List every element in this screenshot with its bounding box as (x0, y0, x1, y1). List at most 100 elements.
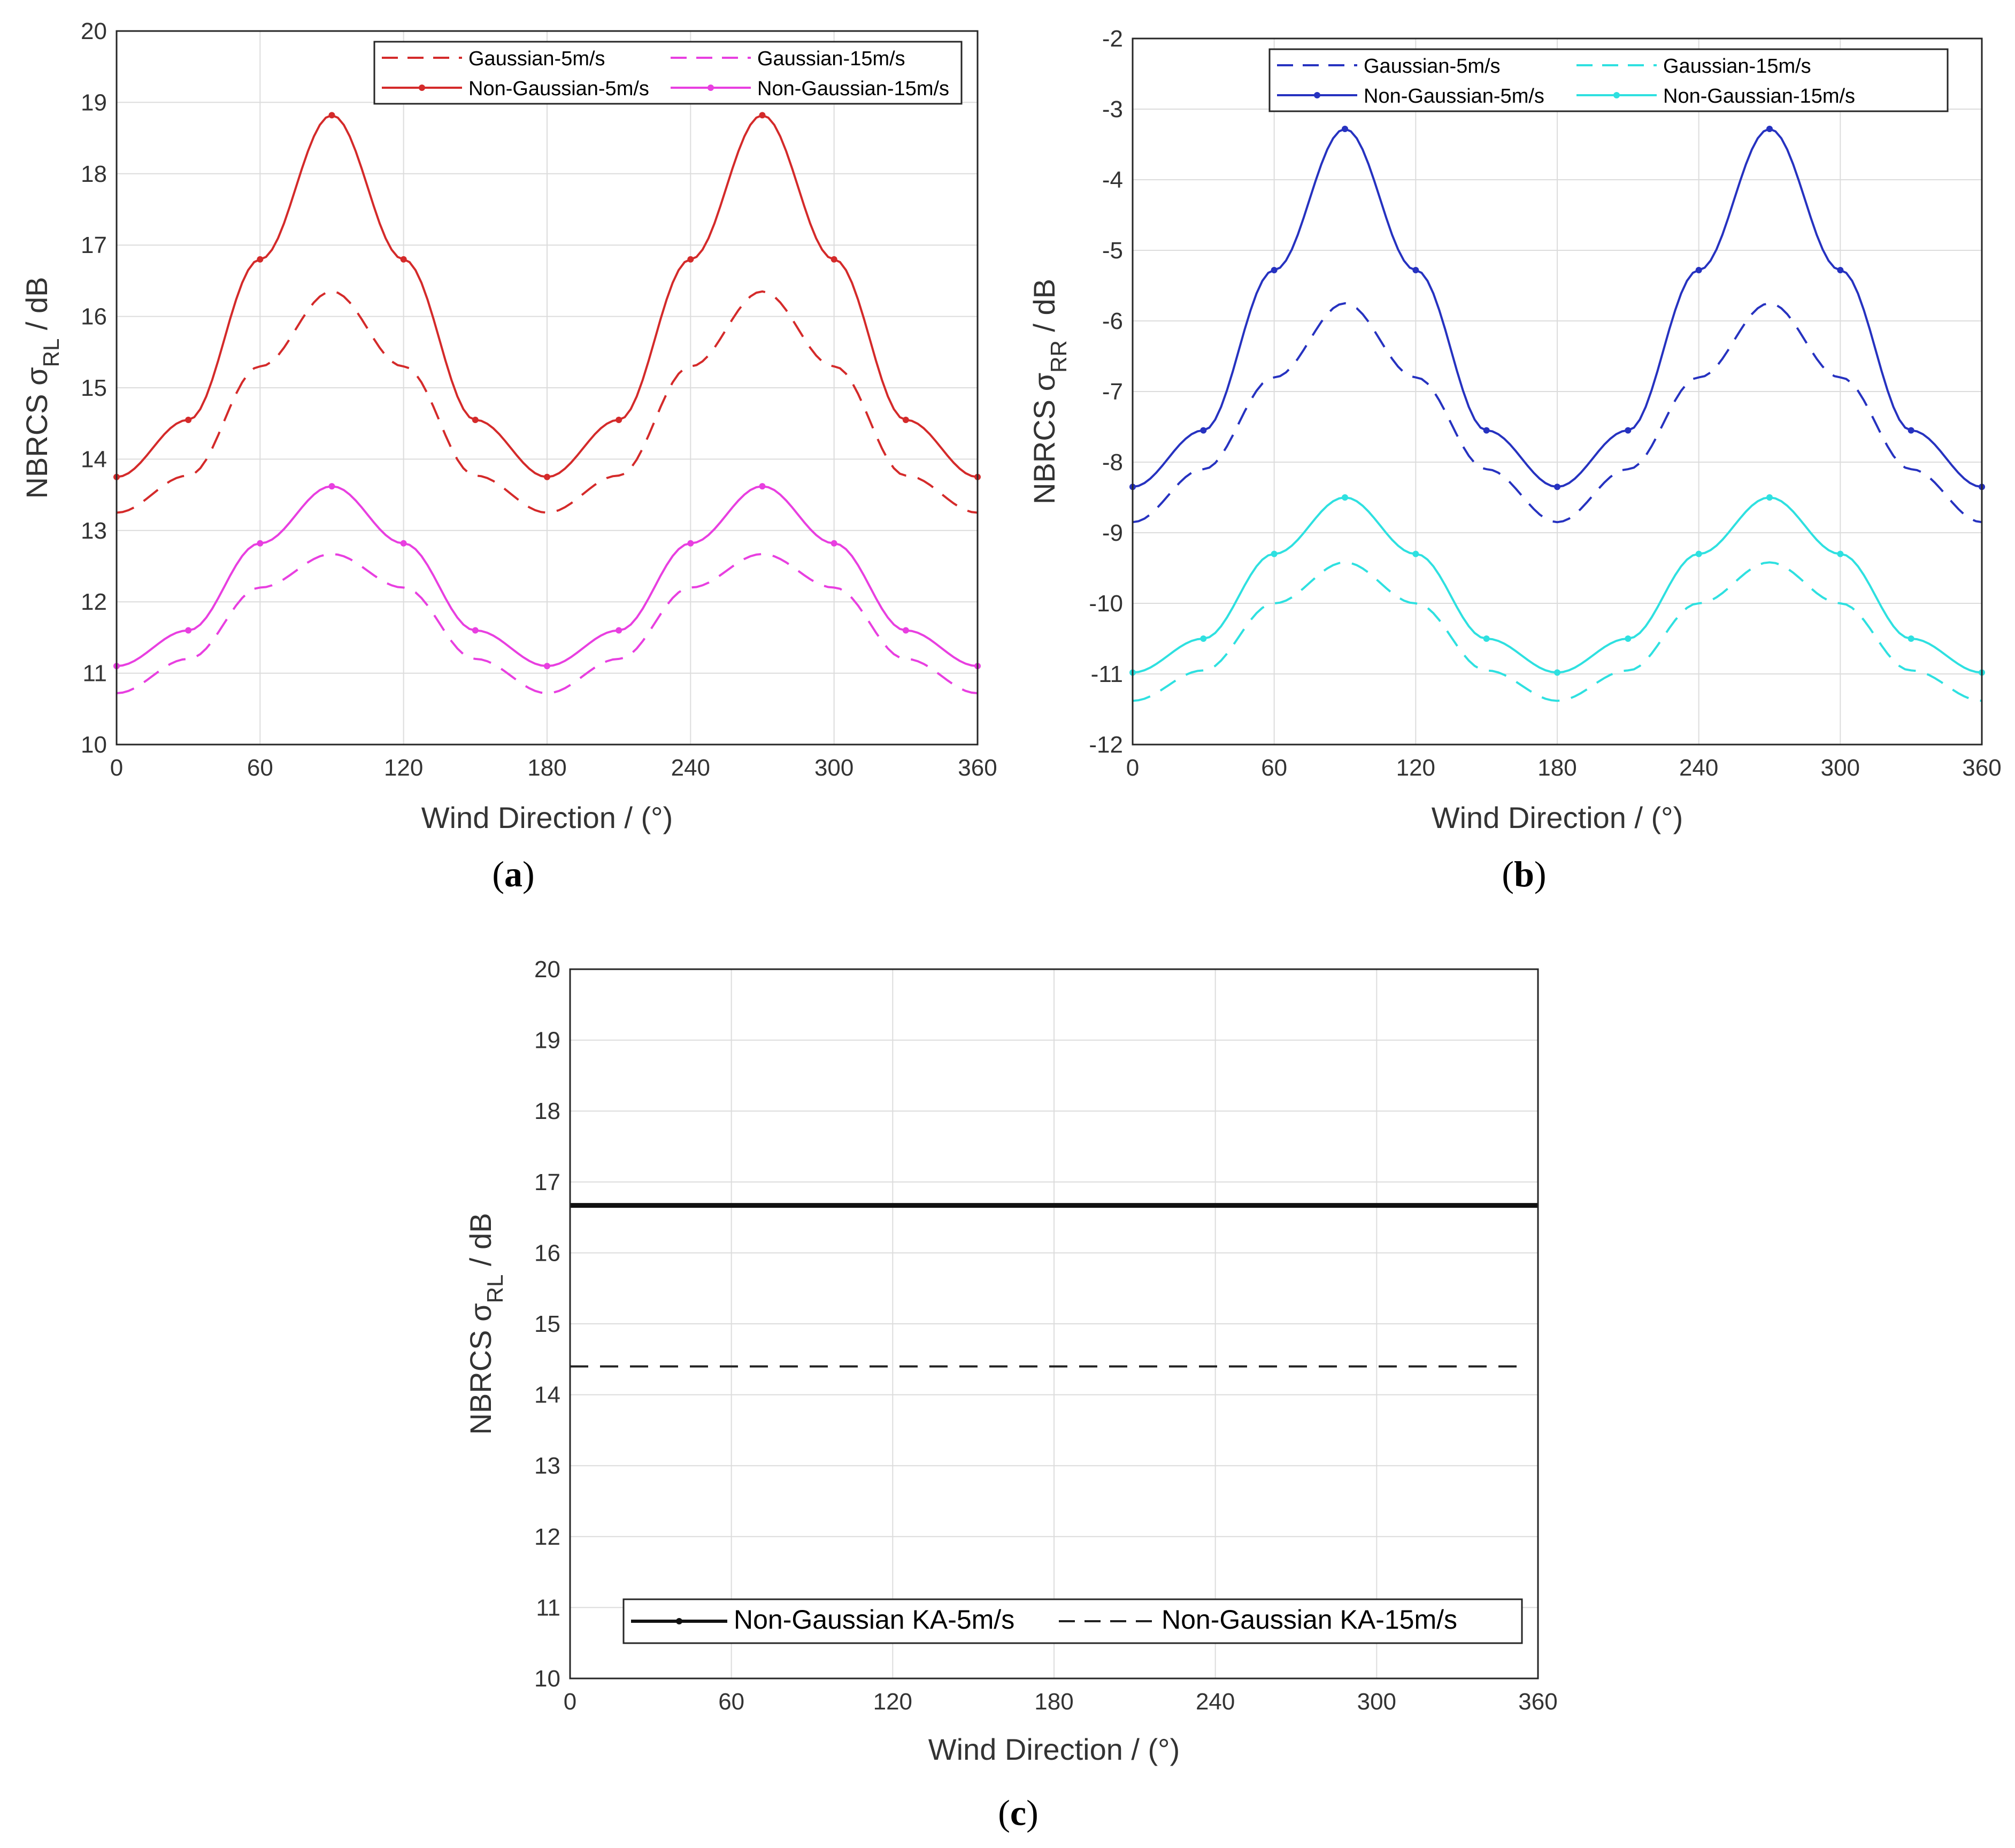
legend-b: Gaussian-5m/s Gaussian-15m/s Non-Gaussian-… (1268, 48, 1949, 112)
legend-c: Non-Gaussian KA-5m/s Non-Gaussian KA-15m/… (622, 1598, 1523, 1644)
x-tick-label: 300 (814, 755, 853, 781)
x-tick-label: 0 (1126, 755, 1139, 781)
data-point (1625, 635, 1632, 642)
plot-frame (116, 30, 979, 746)
legend-label: Non-Gaussian-15m/s (757, 78, 949, 100)
data-point (1342, 494, 1348, 501)
y-axis-label-unit: / dB (464, 1213, 497, 1274)
caption-a: (a) (492, 854, 535, 894)
data-point (1483, 427, 1490, 434)
plot-frame (1132, 37, 1983, 746)
y-tick-label: 18 (81, 161, 107, 187)
y-tick-label: 15 (534, 1311, 560, 1337)
data-point (1625, 427, 1632, 434)
y-axis-label: NBRCS σRR / dB (1027, 279, 1071, 504)
data-point (400, 540, 407, 547)
data-point (759, 483, 766, 490)
legend-label: Gaussian-15m/s (1663, 55, 1811, 78)
data-point (1271, 266, 1278, 273)
y-tick-label: -4 (1102, 167, 1123, 193)
legend-label: Non-Gaussian KA-5m/s (734, 1605, 1014, 1635)
y-axis-label-subscript: RL (39, 339, 64, 367)
y-tick-label: 18 (534, 1098, 560, 1124)
plot-frame (569, 968, 1539, 1680)
x-tick-label: 180 (1537, 755, 1576, 781)
x-tick-label: 240 (1679, 755, 1718, 781)
data-point (1342, 125, 1348, 132)
legend-label: Gaussian-15m/s (757, 48, 905, 70)
y-tick-label: 13 (81, 518, 107, 544)
y-tick-label: -12 (1089, 732, 1123, 758)
x-tick-label: 180 (527, 755, 566, 781)
y-tick-label: 11 (536, 1594, 560, 1621)
data-point (1554, 484, 1560, 490)
data-point (1412, 550, 1419, 557)
series-line (1132, 302, 1982, 524)
legend-label: Non-Gaussian-15m/s (1663, 85, 1855, 108)
y-tick-label: -8 (1102, 449, 1123, 476)
legend-a: Gaussian-5m/s Gaussian-15m/s Non-Gaussian-… (373, 41, 963, 105)
data-point (687, 256, 694, 263)
y-tick-label: 10 (534, 1666, 560, 1692)
series-Non-Gaussian-15m/s (113, 483, 981, 670)
x-tick-label: 60 (718, 1689, 744, 1715)
data-point (759, 112, 766, 119)
data-point (616, 417, 622, 424)
series-Gaussian-5m/s (1132, 302, 1982, 524)
y-tick-label: -6 (1102, 308, 1123, 334)
series-Non-Gaussian-5m/s (1129, 125, 1985, 490)
series-Gaussian-5m/s (116, 290, 978, 514)
legend-box (1268, 48, 1949, 112)
x-tick-label: 0 (110, 755, 123, 781)
y-tick-label: 16 (81, 304, 107, 330)
y-tick-label: -2 (1102, 26, 1123, 52)
y-tick-label: 13 (534, 1453, 560, 1479)
legend-box (373, 41, 963, 105)
data-point (400, 256, 407, 263)
y-tick-label: 20 (81, 18, 107, 44)
y-tick-label: 14 (81, 446, 107, 472)
grid-c (570, 969, 1539, 1679)
data-point (185, 417, 192, 424)
data-point (328, 483, 335, 490)
data-point (1412, 266, 1419, 273)
y-tick-label: 12 (81, 589, 107, 615)
y-axis-label-unit: / dB (20, 277, 53, 338)
x-tick-label: 60 (1261, 755, 1287, 781)
data-point (687, 540, 694, 547)
data-point (328, 112, 335, 119)
data-point (1908, 635, 1914, 642)
data-point (1695, 550, 1702, 557)
y-axis-label-main: NBRCS σ (464, 1303, 497, 1435)
chart-a: 0 60 120 180 240 300 360 10 11 12 13 14 15 16 17 18 19 20… (20, 18, 997, 834)
data-point (830, 256, 837, 263)
caption-c: (c) (998, 1792, 1039, 1833)
data-point (1271, 550, 1278, 557)
caption-b: (b) (1502, 854, 1547, 894)
series-line (116, 290, 978, 514)
x-axis-label: Wind Direction / (°) (421, 801, 673, 834)
y-axis-label-main: NBRCS σ (1027, 373, 1061, 504)
y-tick-label: 17 (534, 1169, 560, 1195)
x-tick-label: 360 (958, 755, 997, 781)
y-tick-label: 19 (534, 1027, 560, 1054)
x-tick-label: 180 (1034, 1689, 1073, 1715)
chart-c: 0 60 120 180 240 300 360 10 11 12 13 14 15 16 17 18 19 20… (464, 956, 1558, 1766)
legend-label: Non-Gaussian KA-15m/s (1162, 1605, 1457, 1635)
chart-b: 0 60 120 180 240 300 360 -12 -11 -10 -9 -8 -7 -6 -5 -4 -… (1027, 26, 2002, 834)
data-point (1200, 635, 1207, 642)
y-axis-label: NBRCS σRL / dB (20, 277, 64, 499)
y-tick-label: -7 (1102, 379, 1123, 405)
data-point (185, 627, 192, 634)
legend-marker (419, 85, 425, 91)
data-point (1766, 494, 1773, 501)
data-point (1837, 266, 1844, 273)
chart-panel-a: 0 60 120 180 240 300 360 10 11 12 13 14 15 16 17 18 19 20… (0, 0, 1008, 909)
series-Gaussian-15m/s (1132, 561, 1982, 702)
data-point (1908, 427, 1914, 434)
y-tick-label: 19 (81, 89, 107, 116)
y-axis-label-subscript: RL (482, 1275, 507, 1303)
data-point (1837, 550, 1844, 557)
legend-label: Non-Gaussian-5m/s (1364, 85, 1544, 108)
data-point (902, 417, 909, 424)
